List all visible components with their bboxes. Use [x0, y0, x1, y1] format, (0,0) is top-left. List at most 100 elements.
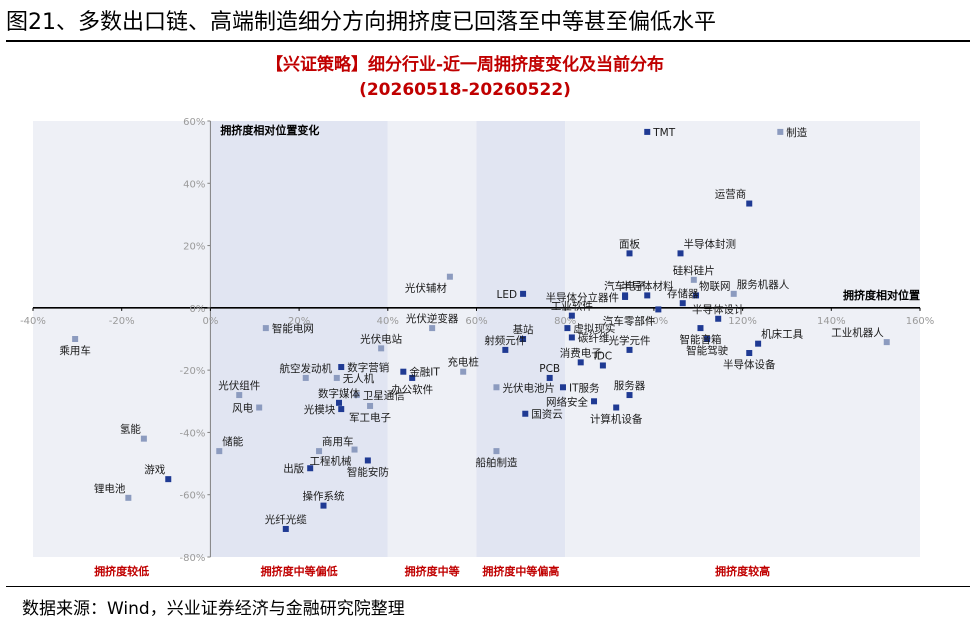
point-智能电网 [262, 325, 269, 332]
point-物联网 [693, 292, 700, 299]
y-tick-label: 40% [183, 179, 205, 190]
point-IT服务 [559, 384, 566, 391]
point-网络安全 [591, 398, 598, 405]
point-充电桩 [460, 368, 467, 375]
point-label-半导体分立器件: 半导体分立器件 [546, 291, 620, 304]
x-axis-label: 拥挤度相对位置 [843, 288, 920, 302]
point-工业机器人 [883, 339, 890, 346]
y-tick-label: -80% [180, 553, 206, 564]
x-tick-label: 120% [728, 316, 757, 327]
y-tick-label: 20% [183, 242, 205, 253]
point-PCB [546, 374, 553, 381]
x-tick-label: 100% [640, 316, 669, 327]
point-label-光伏组件: 光伏组件 [218, 379, 260, 392]
point-label-国资云: 国资云 [531, 409, 563, 421]
point-出版 [307, 465, 314, 472]
point-label-计算机设备: 计算机设备 [590, 413, 643, 426]
point-label-服务机器人: 服务机器人 [737, 278, 790, 291]
point-船舶制造 [493, 448, 500, 455]
point-储能 [216, 448, 223, 455]
point-计算机设备 [613, 404, 620, 411]
point-碳纤维 [568, 334, 575, 341]
point-label-光伏电池片: 光伏电池片 [502, 381, 555, 394]
point-基站 [520, 336, 527, 342]
point-label-智能安防: 智能安防 [347, 465, 389, 478]
point-label-光学元件: 光学元件 [609, 334, 651, 347]
point-智能驾驶 [704, 336, 711, 342]
point-半导体封测 [677, 250, 684, 257]
point-半导体设计 [715, 315, 722, 322]
point-label-硅料硅片: 硅料硅片 [673, 264, 715, 277]
point-游戏 [165, 476, 172, 483]
point-label-光纤光缆: 光纤光缆 [265, 513, 307, 526]
point-数字营销 [338, 364, 345, 371]
point-办公软件 [409, 374, 416, 381]
point-label-光模块: 光模块 [304, 403, 336, 416]
data-points [72, 128, 890, 532]
point-LED [520, 290, 527, 297]
zone-label-2: 拥挤度中等 [405, 564, 460, 578]
point-工程机械 [351, 446, 358, 453]
point-label-面板: 面板 [619, 237, 640, 250]
point-半导体分立器件 [622, 293, 629, 300]
x-tick-label: 80% [554, 316, 576, 327]
point-数字媒体 [336, 399, 343, 406]
point-光伏电站 [378, 345, 385, 352]
point-label-半导体设计: 半导体设计 [692, 303, 745, 316]
point-光模块 [338, 406, 345, 413]
point-label-智能驾驶: 智能驾驶 [686, 344, 728, 357]
point-label-机床工具: 机床工具 [761, 328, 803, 341]
zone-band-0 [33, 121, 211, 557]
point-光伏电池片 [493, 384, 500, 391]
point-运营商 [746, 200, 753, 207]
point-label-船舶制造: 船舶制造 [475, 456, 517, 469]
point-label-网络安全: 网络安全 [546, 395, 588, 408]
point-商用车 [316, 448, 323, 455]
figure-title: 图21、多数出口链、高端制造细分方向拥挤度已回落至中等甚至偏低水平 [6, 10, 716, 35]
point-射频元件 [502, 346, 509, 353]
zone-label-3: 拥挤度中等偏高 [482, 564, 559, 578]
zone-label-4: 拥挤度较高 [715, 564, 770, 578]
point-硅料硅片 [690, 276, 697, 283]
point-label-碳纤维: 碳纤维 [578, 331, 610, 344]
point-虚拟现实 [564, 325, 571, 332]
source-divider [6, 586, 970, 587]
point-label-汽车零部件: 汽车零部件 [603, 314, 656, 327]
tick-labels: -40% -20% 0% 20% 40% 60% 80% 100% 120% 140% 160% 60… [20, 117, 934, 564]
point-无人机 [333, 374, 340, 381]
point-工业软件 [568, 312, 575, 319]
point-label-IT服务: IT服务 [569, 381, 600, 394]
point-光伏辅材 [446, 273, 453, 280]
point-label-服务器: 服务器 [614, 379, 646, 392]
point-label-出版: 出版 [283, 462, 304, 475]
point-label-存储器: 存储器 [667, 287, 699, 300]
point-label-虚拟现实: 虚拟现实 [573, 322, 615, 335]
x-tick-label: 140% [817, 316, 846, 327]
point-label-制造: 制造 [786, 126, 807, 139]
point-label-锂电池: 锂电池 [94, 482, 126, 495]
point-label-数字营销: 数字营销 [347, 361, 389, 374]
point-机床工具 [755, 340, 762, 347]
point-面板 [626, 250, 633, 257]
point-氢能 [140, 435, 147, 442]
point-IDC [599, 362, 606, 369]
zone-band-2 [387, 121, 477, 557]
point-label-IDC: IDC [594, 350, 613, 362]
point-TMT [644, 128, 651, 135]
point-label-半导体设备: 半导体设备 [723, 358, 776, 371]
x-tick-label: 160% [906, 316, 935, 327]
point-label-消费电子: 消费电子 [560, 346, 602, 359]
point-label-光伏逆变器: 光伏逆变器 [406, 312, 459, 325]
point-卫星通信 [353, 392, 360, 399]
point-label-商用车: 商用车 [322, 435, 354, 448]
point-label-运营商: 运营商 [715, 188, 747, 201]
y-axis-label: 拥挤度相对位置变化 [220, 123, 319, 137]
point-军工电子 [367, 402, 374, 409]
point-半导体材料 [644, 292, 651, 299]
point-label-工业机器人: 工业机器人 [831, 326, 884, 339]
point-label-射频元件: 射频元件 [484, 334, 526, 347]
point-label-物联网: 物联网 [699, 279, 731, 292]
point-label-无人机: 无人机 [343, 372, 375, 385]
point-光伏组件 [236, 392, 243, 399]
